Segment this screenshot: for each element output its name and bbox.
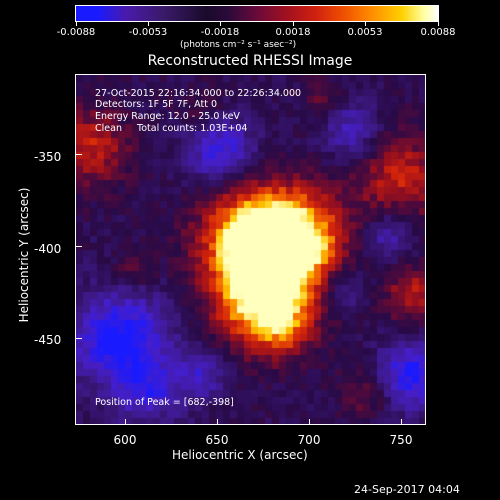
x-tick-mark	[217, 419, 218, 425]
colorbar-tick-label: -0.0088	[56, 27, 96, 38]
colorbar	[75, 5, 439, 22]
y-tick-mark	[76, 338, 82, 339]
colorbar-tick	[220, 21, 221, 26]
x-axis-label: Heliocentric X (arcsec)	[172, 448, 308, 462]
rhessi-image-canvas	[76, 75, 425, 424]
y-tick-mark	[76, 154, 82, 155]
colorbar-tick-label: -0.0053	[128, 27, 168, 38]
info-peak-position: Position of Peak = [682,-398]	[95, 397, 234, 408]
colorbar-tick	[148, 21, 149, 26]
colorbar-tick	[365, 21, 366, 26]
x-tick-mark	[125, 419, 126, 425]
y-tick-label: -400	[34, 242, 62, 256]
colorbar-tick-label: 0.0088	[420, 27, 456, 38]
x-tick-mark	[309, 419, 310, 425]
image-title: Reconstructed RHESSI Image	[147, 53, 353, 69]
rhessi-image-plot	[75, 74, 426, 425]
y-tick-mark	[76, 246, 82, 247]
colorbar-tick	[76, 21, 77, 26]
info-energy-range: Energy Range: 12.0 - 25.0 keV	[95, 111, 240, 122]
colorbar-tick-label: -0.0018	[200, 27, 240, 38]
colorbar-tick	[438, 21, 439, 26]
y-tick-label: -350	[34, 150, 62, 164]
colorbar-tick-label: 0.0018	[275, 27, 311, 38]
y-axis-label: Heliocentric Y (arcsec)	[17, 187, 31, 323]
y-tick-label: -450	[34, 333, 62, 347]
footer-date: 24-Sep-2017 04:04	[354, 483, 460, 496]
colorbar-tick-label: 0.0053	[347, 27, 383, 38]
colorbar-tick	[293, 21, 294, 26]
info-clean-counts: Clean Total counts: 1.03E+04	[95, 123, 248, 134]
info-detectors: Detectors: 1F 5F 7F, Att 0	[95, 99, 218, 110]
colorbar-unit-label: (photons cm⁻² s⁻¹ asec⁻²)	[180, 40, 297, 50]
info-time-range: 27-Oct-2015 22:16:34.000 to 22:26:34.000	[95, 88, 302, 99]
x-tick-label: 750	[389, 433, 413, 447]
x-tick-label: 700	[297, 433, 321, 447]
x-tick-label: 650	[205, 433, 229, 447]
x-tick-label: 600	[113, 433, 137, 447]
x-tick-mark	[401, 419, 402, 425]
